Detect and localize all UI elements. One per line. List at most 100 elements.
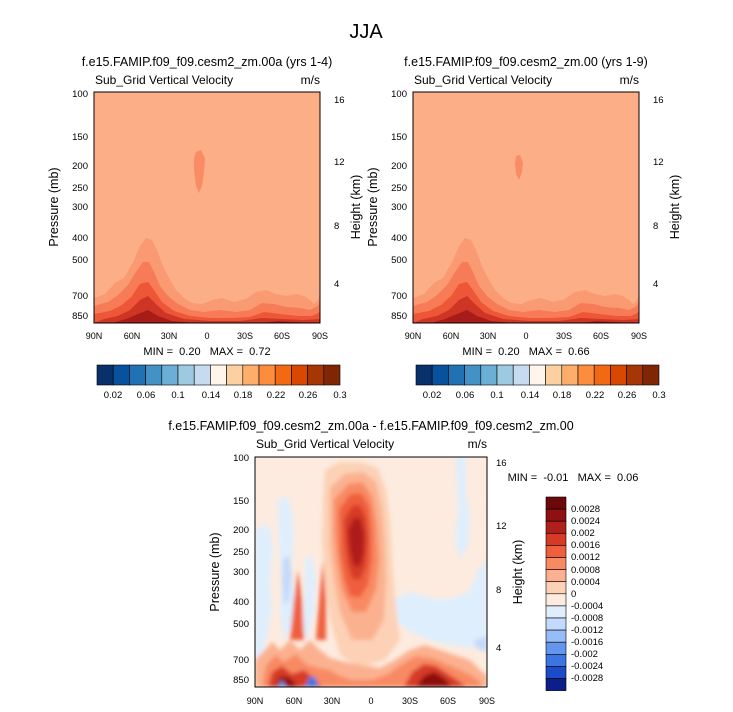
panel-c-cbar-label-6: 0.0004	[571, 577, 600, 588]
panel-b-contour-5	[431, 310, 629, 323]
panel-c-cbar-label-13: -0.0024	[571, 661, 603, 672]
colorbar-swatch	[431, 364, 449, 386]
panel-c-neg-9	[278, 680, 286, 687]
panel-a-colorbar	[96, 364, 341, 386]
panel-a-x-ticks: 90N 60N 30N 0 30S 60S 90S	[86, 331, 328, 341]
colorbar-swatch	[177, 364, 195, 386]
colorbar-swatch	[545, 557, 567, 570]
panel-b-ytick-850: 850	[391, 311, 407, 322]
panel-a-y-ticks-right: 16 12 8 4	[334, 95, 345, 290]
panel-c-cbar-label-11: -0.0016	[571, 637, 603, 648]
panel-c-cbar-label-7: 0	[571, 589, 576, 600]
panel-c-stats: MIN = -0.01 MAX = 0.06	[508, 472, 639, 484]
colorbar-swatch	[626, 364, 644, 386]
panel-c-height-4: 4	[496, 643, 501, 654]
panel-c-frame	[254, 456, 488, 688]
panel-c-neg-3	[282, 555, 292, 605]
colorbar-swatch	[448, 364, 465, 386]
panel-a-ylabel-right: Height (km)	[349, 175, 363, 240]
panel-c-neg-6	[455, 457, 470, 560]
panel-c-neg-4	[303, 556, 316, 640]
panel-c-ytick-850: 850	[233, 675, 249, 686]
colorbar-swatch	[480, 364, 498, 386]
panel-a-cbar-label-7: 0.3	[333, 390, 346, 401]
panel-a-ytick-700: 700	[72, 291, 88, 302]
panel-b-ylabel: Pressure (mb)	[366, 167, 380, 246]
panel-b-ytick-500: 500	[391, 255, 407, 266]
panel-b-cbar-label-4: 0.18	[553, 390, 572, 401]
panel-a-height-16: 16	[334, 95, 345, 106]
panel-c-pos-10	[276, 672, 452, 687]
colorbar-swatch	[545, 364, 563, 386]
panel-c-ytick-200: 200	[233, 525, 249, 536]
panel-b-stats: MIN = 0.20 MAX = 0.66	[462, 346, 589, 358]
colorbar-swatch	[323, 364, 341, 386]
panel-a-cbar-label-3: 0.14	[202, 390, 221, 401]
colorbar-swatch	[129, 364, 146, 386]
panel-c-colorbar-labels: 0.0028 0.0024 0.002 0.0016 0.0012 0.0008…	[571, 504, 603, 684]
panel-b-cbar-label-7: 0.3	[652, 390, 665, 401]
panel-c-cbar-label-14: -0.0028	[571, 673, 603, 684]
colorbar-swatch	[145, 364, 163, 386]
panel-b-xtick-60s: 60S	[593, 331, 609, 341]
panel-a-title: f.e15.FAMIP.f09_f09.cesm2_zm.00a (yrs 1-…	[82, 55, 333, 69]
panel-b-ytick-150: 150	[391, 132, 407, 143]
colorbar-swatch	[545, 581, 567, 595]
panel-b-height-16: 16	[653, 95, 664, 106]
colorbar-swatch	[545, 678, 567, 691]
colorbar-swatch	[545, 617, 567, 631]
colorbar-swatch	[545, 641, 567, 655]
colorbar-swatch	[161, 364, 179, 386]
panel-c-field	[255, 457, 487, 687]
panel-c-cbar-label-1: 0.0024	[571, 516, 600, 527]
panel-b-height-4: 4	[653, 279, 658, 290]
colorbar-swatch	[545, 605, 567, 619]
panel-b-x-ticks: 90N 60N 30N 0 30S 60S 90S	[405, 331, 647, 341]
panel-b-ytick-200: 200	[391, 161, 407, 172]
panel-a-ylabel: Pressure (mb)	[47, 167, 61, 246]
panel-b-y-ticks: 100 150 200 250 300 400 500 700 850	[391, 89, 407, 322]
colorbar-swatch	[545, 653, 567, 667]
panel-a-stats: MIN = 0.20 MAX = 0.72	[143, 346, 270, 358]
panel-b-ylabel-right: Height (km)	[668, 175, 682, 240]
panel-c-cbar-label-0: 0.0028	[571, 504, 600, 515]
panel-a-cbar-label-6: 0.26	[299, 390, 318, 401]
panel-c-cbar-label-5: 0.0008	[571, 565, 600, 576]
panel-a-xtick-30n: 30N	[161, 331, 178, 341]
panel-c-cbar-label-8: -0.0004	[571, 601, 603, 612]
panel-b-cbar-label-2: 0.1	[490, 390, 503, 401]
panel-b-plot-area	[413, 92, 639, 323]
panel-c-cbar-label-10: -0.0012	[571, 625, 603, 636]
panel-c-xtick-90s: 90S	[479, 696, 495, 706]
panel-a-contour-6	[194, 150, 205, 193]
panel-a-ytick-200: 200	[72, 161, 88, 172]
panel-c-height-8: 8	[496, 585, 501, 596]
colorbar-swatch	[545, 496, 567, 510]
panel-c-pos-11	[290, 560, 326, 640]
colorbar-swatch	[210, 364, 227, 386]
panel-b-xtick-30s: 30S	[556, 331, 572, 341]
figure-title: JJA	[349, 21, 383, 43]
panel-c-pos-9	[268, 664, 466, 687]
panel-b-height-8: 8	[653, 221, 658, 232]
colorbar-swatch	[96, 364, 114, 386]
panel-a-ytick-500: 500	[72, 255, 88, 266]
panel-b-ytick-700: 700	[391, 291, 407, 302]
panel-a-height-4: 4	[334, 279, 339, 290]
panel-b-xtick-30n: 30N	[480, 331, 497, 341]
panel-b-contour-6	[515, 155, 523, 180]
colorbar-swatch	[112, 364, 130, 386]
panel-b-xtick-60n: 60N	[443, 331, 460, 341]
panel-b-ytick-250: 250	[391, 183, 407, 194]
panel-c-y-ticks-right: 16 12 8 4	[496, 458, 507, 654]
panel-a-frame	[93, 91, 321, 324]
panel-a-units: m/s	[301, 73, 320, 87]
panel-a-xtick-90n: 90N	[86, 331, 103, 341]
colorbar-swatch	[307, 364, 325, 386]
panel-c-ylabel-right: Height (km)	[511, 540, 525, 605]
panel-b-xtick-90n: 90N	[405, 331, 422, 341]
colorbar-swatch	[561, 364, 579, 386]
panel-c-ytick-300: 300	[233, 567, 249, 578]
panel-b-colorbar-labels: 0.02 0.06 0.1 0.14 0.18 0.22 0.26 0.3	[423, 390, 666, 401]
panel-c-plot-area	[255, 457, 487, 687]
